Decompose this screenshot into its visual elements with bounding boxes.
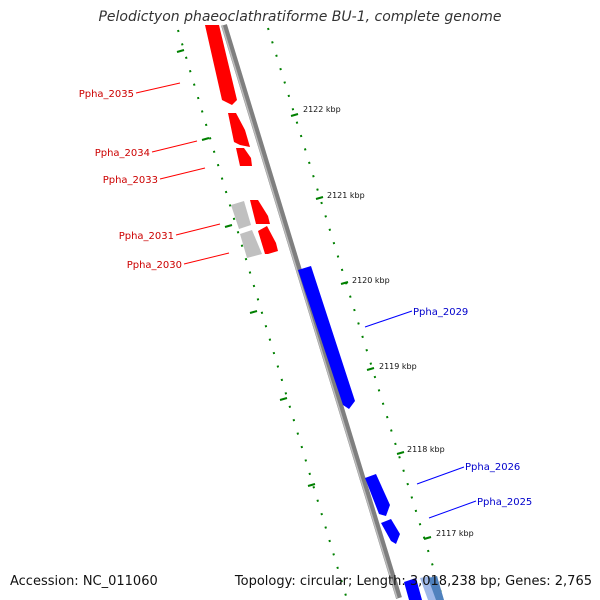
kbp-tick (366, 367, 375, 371)
leader-line (151, 140, 198, 153)
gene-ppha-2033[interactable] (236, 148, 252, 166)
leader-line (159, 167, 206, 180)
inner-dotted-ruler (177, 29, 347, 597)
inner-tick (249, 310, 258, 314)
kbp-tick (423, 536, 432, 540)
inner-tick (176, 49, 185, 53)
inner-tick (279, 397, 288, 401)
inner-tick (201, 137, 210, 141)
feature-steel-blue (428, 576, 444, 600)
gene-label-ppha-2029[interactable]: Ppha_2029 (413, 307, 468, 318)
feature-grey-2 (240, 230, 262, 258)
map-title: Pelodictyon phaeoclathratiforme BU-1, co… (98, 9, 502, 25)
summary-text: Topology: circular; Length: 3,018,238 bp… (234, 574, 592, 589)
gene-label-ppha-2025[interactable]: Ppha_2025 (477, 497, 532, 508)
kbp-label: 2121 kbp (327, 191, 365, 200)
accession-text: Accession: NC_011060 (10, 574, 158, 589)
genome-backbone-highlight (221, 24, 398, 599)
feature-light-blue (420, 576, 438, 600)
kbp-tick (396, 451, 405, 455)
kbp-tick (340, 281, 349, 285)
feature-grey-1 (231, 201, 251, 229)
gene-ppha-2034[interactable] (228, 113, 250, 147)
leader-line (428, 500, 477, 519)
leader-line (416, 466, 465, 485)
gene-label-ppha-2034[interactable]: Ppha_2034 (95, 148, 150, 159)
gene-ppha-2026[interactable] (365, 474, 390, 516)
leader-line (135, 82, 181, 94)
kbp-label: 2122 kbp (303, 105, 341, 114)
kbp-label: 2120 kbp (352, 276, 390, 285)
kbp-tick (315, 196, 324, 200)
gene-ppha-2032[interactable] (250, 200, 270, 224)
gene-ppha-2035[interactable] (205, 25, 237, 105)
inner-tick (307, 483, 316, 487)
kbp-tick (290, 113, 299, 117)
gene-ppha-2030[interactable] (258, 226, 278, 254)
gene-label-ppha-2030[interactable]: Ppha_2030 (127, 260, 182, 271)
gene-label-ppha-2035[interactable]: Ppha_2035 (79, 89, 134, 100)
kbp-label: 2119 kbp (379, 362, 417, 371)
leader-line (175, 223, 221, 236)
gene-label-ppha-2026[interactable]: Ppha_2026 (465, 462, 520, 473)
kbp-label: 2118 kbp (407, 445, 445, 454)
gene-blue-edge[interactable] (404, 578, 422, 600)
gene-label-ppha-2033[interactable]: Ppha_2033 (103, 175, 158, 186)
gene-label-ppha-2031[interactable]: Ppha_2031 (119, 231, 174, 242)
kbp-ticks (290, 113, 432, 540)
genome-backbone (221, 24, 402, 599)
gene-ppha-2025[interactable] (381, 519, 400, 544)
leader-line (183, 252, 230, 265)
kbp-label: 2117 kbp (436, 529, 474, 538)
gene-ppha-2029[interactable] (298, 266, 355, 409)
leader-line (364, 310, 413, 328)
leader-lines (135, 82, 477, 519)
outer-dotted-ruler (267, 27, 443, 597)
inner-tick (224, 224, 233, 228)
inner-ruler-ticks (176, 49, 316, 487)
